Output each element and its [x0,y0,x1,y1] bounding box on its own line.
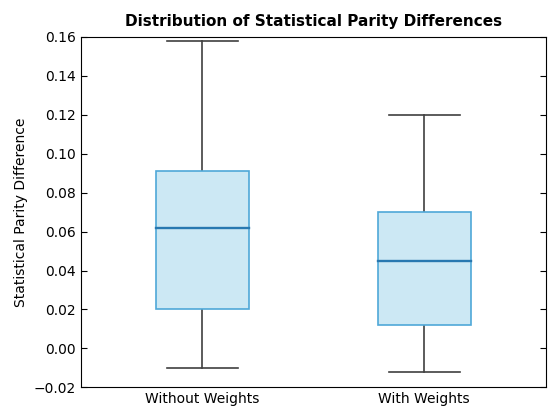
Y-axis label: Statistical Parity Difference: Statistical Parity Difference [14,118,28,307]
FancyBboxPatch shape [156,171,249,310]
Title: Distribution of Statistical Parity Differences: Distribution of Statistical Parity Diffe… [125,14,502,29]
FancyBboxPatch shape [377,212,471,325]
